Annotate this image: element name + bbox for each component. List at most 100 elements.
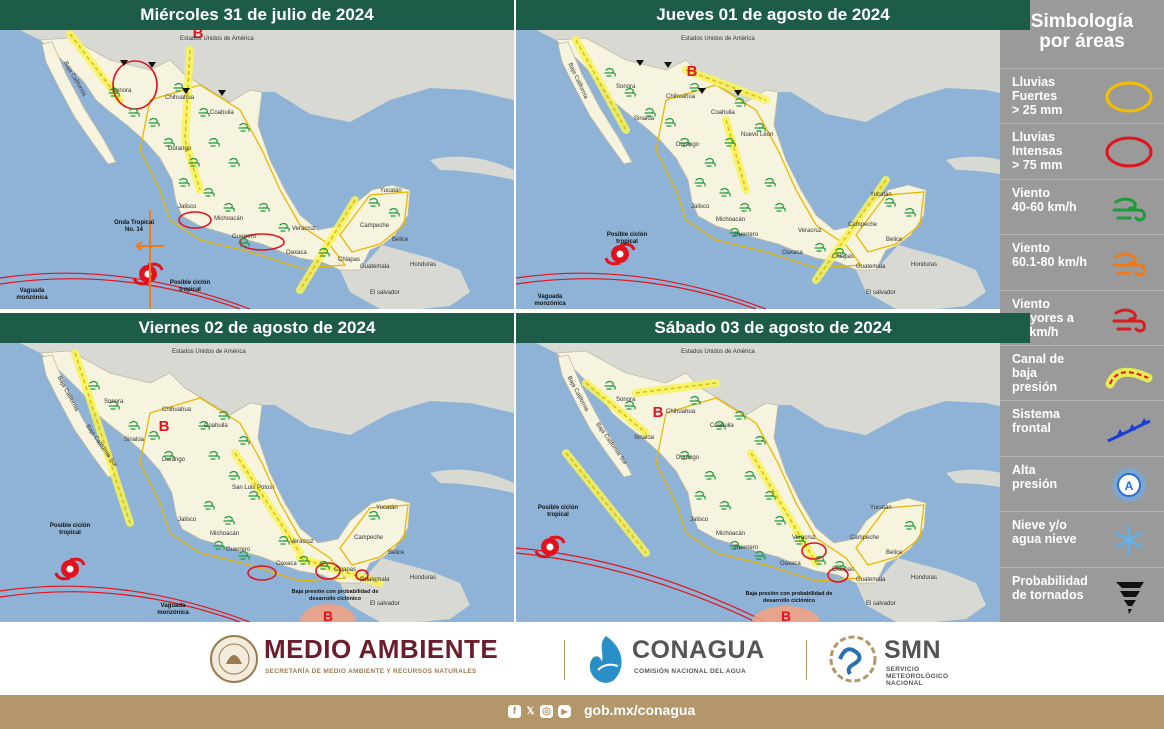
map-label-coahuila: Coahuila <box>711 110 735 116</box>
map-label-belice: Belice <box>392 237 409 243</box>
monsoon-trough-label: Vaguada monzónica <box>16 288 48 301</box>
red-wind-icon <box>1112 308 1146 333</box>
map-label-sinaloa: Sinaloa <box>634 116 655 122</box>
yellow-ellipse-icon <box>1105 81 1153 113</box>
cyclone-label: Posible ciclón tropical <box>49 523 91 536</box>
map-label-guerrero: Guerrero <box>232 234 257 240</box>
smn-subtitle-line3: NACIONAL <box>886 680 923 687</box>
low-pressure-marker: B <box>653 404 664 421</box>
map-label-michoacan: Michoacán <box>716 217 746 223</box>
map-label-oaxaca: Oaxaca <box>276 561 297 567</box>
panel-title: Viernes 02 de agosto de 2024 <box>0 313 514 343</box>
legend-title-line2: por áreas <box>1039 31 1125 52</box>
legend-item: Lluvias Intensas > 75 mm <box>1000 123 1164 183</box>
map-label-sinaloa: Sinaloa <box>124 437 145 443</box>
map-label-campeche: Campeche <box>360 223 390 229</box>
tropical-cyclone-icon <box>54 557 86 581</box>
conagua-title: CONAGUA <box>632 636 765 664</box>
svg-text:A: A <box>1125 479 1134 493</box>
smn-subtitle-line2: METEOROLÓGICO <box>886 673 949 680</box>
legend-title-line1: Simbología <box>1030 11 1134 32</box>
legend-item-label-line: Alta <box>1012 462 1036 477</box>
conagua-subtitle: COMISIÓN NACIONAL DEL AGUA <box>634 668 747 675</box>
legend-item-label: Lluvias Intensas > 75 mm <box>1012 130 1104 172</box>
map-label-chihuahua: Chihuahua <box>162 407 192 413</box>
svg-text:B: B <box>323 608 333 622</box>
map-label-jalisco: Jalisco <box>690 517 709 523</box>
legend-item-label-line: frontal <box>1012 421 1051 436</box>
map-label-durango: Durango <box>676 455 700 461</box>
map-label-usa: Estados Unidos de América <box>180 36 254 42</box>
legend-item: Sistema frontal <box>1000 400 1164 460</box>
map-label-elsalvador: El salvador <box>370 290 400 296</box>
map-label-nuevo: Nuevo León <box>741 132 774 138</box>
map-label-guatemala: Guatemala <box>856 577 886 583</box>
map-label-usa: Estados Unidos de América <box>172 349 246 355</box>
map-label-guerrero: Guerrero <box>734 545 759 551</box>
map-label-jalisco: Jalisco <box>178 204 197 210</box>
legend-item-label-line: Nieve y/o <box>1012 518 1067 533</box>
legend-item-label: Canal de baja presión <box>1012 352 1104 394</box>
map-label-durango: Durango <box>162 457 186 463</box>
legend-item: Lluvias Fuertes > 25 mm <box>1000 68 1164 128</box>
smn-title: SMN <box>884 636 942 664</box>
map-label-veracruz: Veracruz <box>792 535 816 541</box>
legend-item-label-line: Viento <box>1012 296 1050 311</box>
map-label-sonora: Sonora <box>104 399 124 405</box>
map-label-durango: Durango <box>676 142 700 148</box>
map-label-guatemala: Guatemala <box>360 577 390 583</box>
cold-front-icon <box>1107 418 1151 443</box>
instagram-icon[interactable]: ◎ <box>540 705 553 718</box>
legend-item: Viento 60.1-80 km/h <box>1000 234 1164 294</box>
map-label-coahuila: Coahuila <box>204 423 228 429</box>
low-pressure-label: Baja presión con probabilidad de desarro… <box>291 589 379 602</box>
map-label-chihuahua: Chihuahua <box>666 409 696 415</box>
map-label-campeche: Campeche <box>354 535 384 541</box>
legend-item-label: Probabilidad de tornados <box>1012 574 1104 602</box>
youtube-icon[interactable]: ▶ <box>558 705 571 718</box>
map-label-campeche: Campeche <box>848 222 878 228</box>
svg-text:B: B <box>781 608 791 622</box>
smn-subtitle: SERVICIO METEOROLÓGICO NACIONAL <box>886 666 948 687</box>
map-label-slp: San Luis Potosí <box>232 485 275 491</box>
legend-item-label-line: de tornados <box>1012 587 1084 602</box>
forecast-map-panel-2: Jueves 01 de agosto de 2024 B Estados Un… <box>516 0 1030 309</box>
legend-item: Canal de baja presión <box>1000 345 1164 405</box>
panel-title: Miércoles 31 de julio de 2024 <box>0 0 514 30</box>
map-label-sonora: Sonora <box>112 88 132 94</box>
legend-item-label-line: Viento <box>1012 241 1050 256</box>
cyclone-label: Posible ciclón tropical <box>169 280 211 293</box>
orange-wind-icon <box>1112 252 1146 277</box>
map-label-veracruz: Veracruz <box>798 228 822 234</box>
facebook-icon[interactable]: f <box>508 705 521 718</box>
bottom-bar: f 𝕏 ◎ ▶ gob.mx/conagua <box>0 695 1164 729</box>
map-label-sinaloa: Sinaloa <box>634 435 655 441</box>
map-label-honduras: Honduras <box>410 262 437 268</box>
map-label-belice: Belice <box>886 237 903 243</box>
cyclone-label: Posible ciclón tropical <box>606 232 648 245</box>
tornado-icon <box>1116 581 1144 614</box>
map-label-jalisco: Jalisco <box>691 204 710 210</box>
map-label-michoacan: Michoacán <box>210 531 240 537</box>
cyclone-label: Posible ciclón tropical <box>537 505 579 518</box>
legend-item-label-line: Lluvias <box>1012 75 1056 89</box>
legend-item-label-line: > 75 mm <box>1012 158 1063 173</box>
tropical-cyclone-icon <box>604 242 636 266</box>
x-twitter-icon[interactable]: 𝕏 <box>526 706 535 717</box>
legend-item-label: Viento 40-60 km/h <box>1012 186 1104 214</box>
smn-subtitle-line1: SERVICIO <box>886 666 920 673</box>
conagua-link[interactable]: gob.mx/conagua <box>584 702 696 718</box>
medio-ambiente-subtitle: SECRETARÍA DE MEDIO AMBIENTE Y RECURSOS … <box>265 668 477 675</box>
map-canvas: BB <box>0 343 514 622</box>
snowflake-icon <box>1115 524 1143 556</box>
legend-item-label: Nieve y/o agua nieve <box>1012 518 1104 546</box>
green-wind-icon <box>1112 197 1146 222</box>
trough-icon <box>1105 367 1153 389</box>
legend-item-label: Viento 60.1-80 km/h <box>1012 241 1104 269</box>
legend-panel: Simbología por áreas Lluvias Fuertes > 25 … <box>1000 0 1164 622</box>
panel-title: Sábado 03 de agosto de 2024 <box>516 313 1030 343</box>
map-label-belice: Belice <box>886 550 903 556</box>
legend-item-label-line: Lluvias <box>1012 130 1056 145</box>
